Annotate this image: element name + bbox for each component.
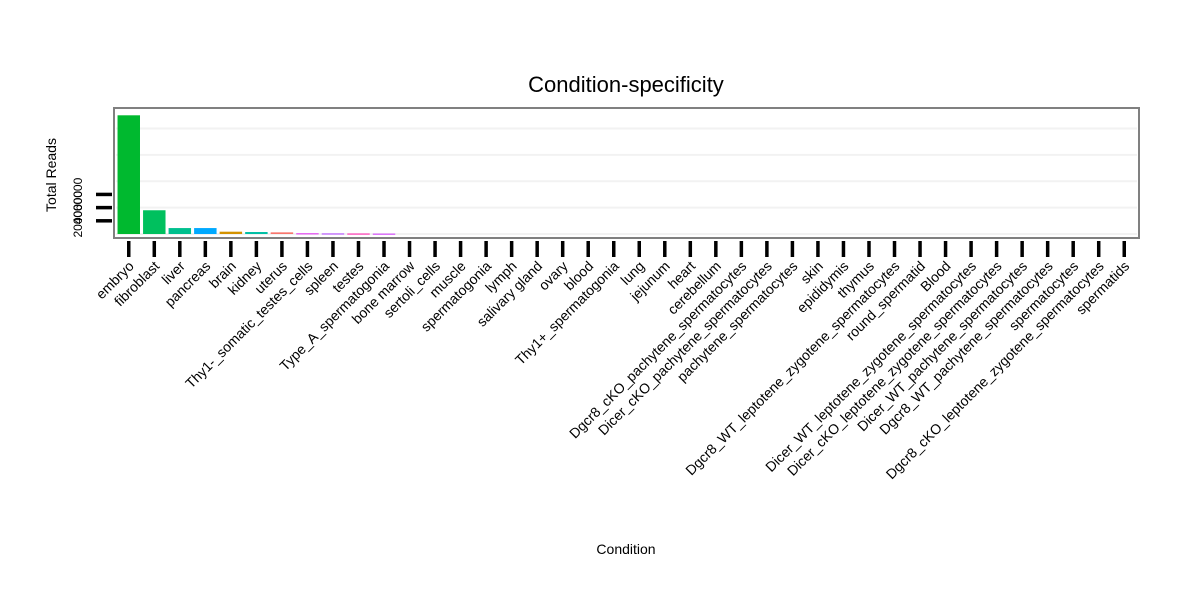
bar-liver <box>168 228 192 234</box>
y-tick-label: 20000 <box>71 204 85 238</box>
x-axis: embryofibroblastliverpancreasbrainkidney… <box>93 241 1132 482</box>
bar-testes <box>347 233 370 235</box>
bar-embryo <box>117 115 140 234</box>
bar-Thy1-_somatic_testes_cells <box>296 233 319 235</box>
bar-spleen <box>321 233 345 235</box>
bars <box>117 115 396 235</box>
y-axis-label: Total Reads <box>43 138 59 212</box>
bar-Type_A_spermatogonia <box>372 233 396 235</box>
x-axis-label: Condition <box>596 541 655 557</box>
bar-pancreas <box>194 228 217 234</box>
y-tick-label: 60000 <box>71 177 85 211</box>
bar-uterus <box>270 232 294 234</box>
y-tick-label: 40000 <box>71 191 85 225</box>
bar-kidney <box>245 232 268 234</box>
bar-brain <box>219 231 243 234</box>
bar-fibroblast <box>143 210 166 234</box>
plot-panel <box>113 107 1140 239</box>
chart-title: Condition-specificity <box>528 72 724 97</box>
